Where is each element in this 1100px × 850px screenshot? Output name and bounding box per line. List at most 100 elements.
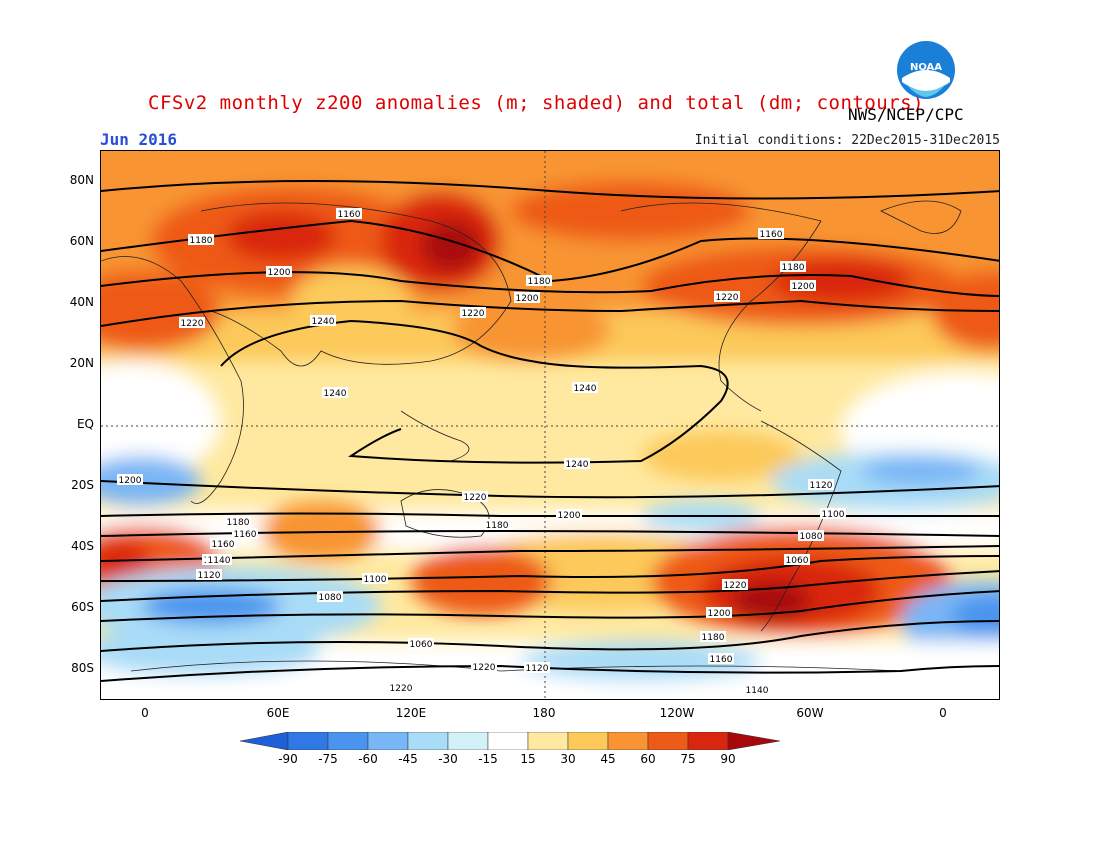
contour-label: 1160 [710, 655, 733, 665]
colorbar-segment [647, 732, 689, 750]
contour-label: 1200 [516, 294, 539, 304]
contour-label-box [471, 661, 497, 672]
contour-label-box [744, 684, 770, 695]
contour-label-box [462, 491, 488, 502]
contour-label: 1100 [822, 510, 845, 520]
colorbar-segment [487, 732, 529, 750]
colorbar-tick-label: -75 [318, 752, 338, 766]
contour-label: 1180 [782, 263, 805, 273]
contour-label-box [317, 591, 343, 602]
colorbar-tick-label: -90 [278, 752, 298, 766]
contour-label: 1120 [526, 664, 549, 674]
contour-label: 1080 [800, 532, 823, 542]
contour-label-box [196, 569, 222, 580]
contour-label: 1220 [464, 493, 487, 503]
contour-label-box [790, 280, 816, 291]
colorbar-arrow-right [727, 732, 781, 750]
contour-label: 1200 [119, 476, 142, 486]
contour-label: 1160 [760, 230, 783, 240]
month-label: Jun 2016 [100, 130, 178, 149]
colorbar-tick-label: 45 [600, 752, 616, 766]
contour-label: 1200 [708, 609, 731, 619]
contour-label-box [556, 509, 582, 520]
colorbar-segment [367, 732, 409, 750]
contour-label-box [564, 458, 590, 469]
contour-label: 1200 [558, 511, 581, 521]
colorbar-tick-label: 60 [640, 752, 656, 766]
contour-label-box [408, 638, 434, 649]
noaa-logo: NOAA [897, 41, 955, 99]
contour-label: 1080 [319, 593, 342, 603]
x-tick-label: 0 [141, 706, 149, 720]
y-tick-label: 80S [71, 661, 94, 675]
contour-label: 1120 [810, 481, 833, 491]
credit-label: NWS/NCEP/CPC [848, 105, 964, 124]
contour-label-box [460, 307, 486, 318]
contour-label-box [484, 519, 510, 530]
contour-label-box [714, 291, 740, 302]
contour-label: 1100 [364, 575, 387, 585]
x-tick-label: 180 [532, 706, 556, 720]
contour-label: 1060 [410, 640, 433, 650]
contour-label: 1220 [473, 663, 496, 673]
contour-label-box [758, 228, 784, 239]
contour-label: 1240 [566, 460, 589, 470]
contour-label-box [526, 275, 552, 286]
colorbar-tick-label: 15 [520, 752, 536, 766]
logo-text: NOAA [910, 62, 942, 73]
contour-label-box [572, 382, 598, 393]
contour-label-box [225, 516, 251, 527]
contour-label-box [708, 653, 734, 664]
contour-label-box [179, 317, 205, 328]
colorbar [240, 732, 781, 750]
contour-label: 1240 [312, 317, 335, 327]
y-tick-label: 60S [71, 600, 94, 614]
contour-label-box [232, 528, 258, 539]
contour-label: 1160 [338, 210, 361, 220]
colorbar-tick-label: 75 [680, 752, 696, 766]
contour-label-box [514, 292, 540, 303]
contour-label: 1180 [702, 633, 725, 643]
contour-label: 1160 [212, 540, 235, 550]
contour-label-box [336, 208, 362, 219]
y-tick-label: 20S [71, 478, 94, 492]
contour-label-box [388, 682, 414, 693]
contour-label-box [322, 387, 348, 398]
contour-label: 1180 [190, 236, 213, 246]
contour-label: 1220 [462, 309, 485, 319]
colorbar-segment [327, 732, 369, 750]
map-panel: 1160 1180 1200 1220 1240 1240 1180 1200 1220 1160… [100, 150, 1000, 700]
contour-label: 1180 [528, 277, 551, 287]
contour-label-box [820, 508, 846, 519]
contour-label-box [188, 234, 214, 245]
x-tick-label: 0 [939, 706, 947, 720]
x-tick-label: 60E [266, 706, 290, 720]
colorbar-arrow-left [240, 732, 289, 750]
contour-label-box [524, 662, 550, 673]
colorbar-segment [527, 732, 569, 750]
contour-label-box [784, 554, 810, 565]
colorbar-tick-label: -30 [438, 752, 458, 766]
contour-label-box [808, 479, 834, 490]
contour-label-box [780, 261, 806, 272]
y-tick-label: 60N [69, 234, 94, 248]
colorbar-segment [687, 732, 729, 750]
contour-labels: 1160 1180 1200 1220 1240 1240 1180 1200 1220 1160… [117, 208, 846, 696]
contour-label: 1060 [786, 556, 809, 566]
colorbar-segment [567, 732, 609, 750]
colorbar-segment [447, 732, 489, 750]
contour-label-box [798, 530, 824, 541]
contour-label: 1240 [324, 389, 347, 399]
contour-label-box [210, 538, 236, 549]
contour-label: 1140 [208, 556, 231, 566]
contour-label: 1220 [181, 319, 204, 329]
y-tick-label: EQ [76, 417, 94, 431]
anomaly-map: 1160 1180 1200 1220 1240 1240 1180 1200 1220 1160… [101, 151, 999, 699]
x-tick-label: 60W [796, 706, 824, 720]
contour-label-box [310, 315, 336, 326]
colorbar-segment [407, 732, 449, 750]
contour-label-box [117, 474, 143, 485]
colorbar-tick-label: 90 [720, 752, 736, 766]
y-tick-label: 40N [69, 295, 94, 309]
contour-label-box [362, 573, 388, 584]
